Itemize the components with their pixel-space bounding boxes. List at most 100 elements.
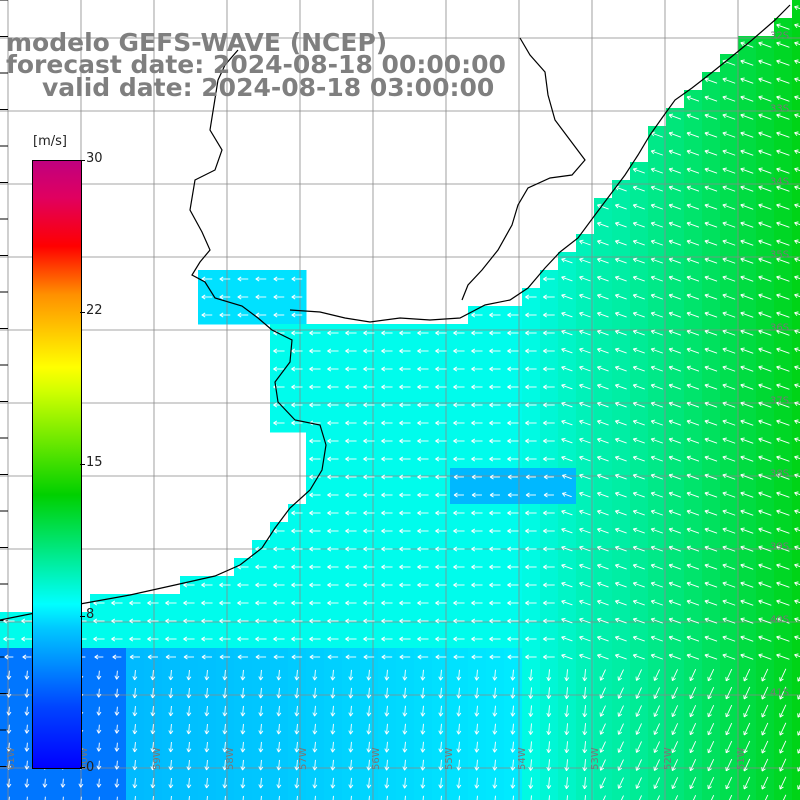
wind-arrow [794,239,800,245]
wind-arrow [345,438,357,444]
wind-arrow [758,545,772,552]
colorbar-tickmark [80,312,85,313]
wind-arrow [794,545,800,551]
wind-arrow [579,275,591,282]
wind-arrow [650,239,663,246]
wind-arrow [740,437,754,444]
wind-arrow [597,239,609,246]
wind-arrow [543,546,555,552]
wind-arrow [525,420,537,426]
wind-arrow [237,294,249,300]
wind-cell [792,450,800,469]
wind-arrow [686,563,700,570]
wind-arrow [632,203,645,210]
wind-arrow [794,41,800,47]
wind-arrow [435,348,447,354]
wind-cell [792,702,800,721]
wind-arrow [471,492,482,498]
wind-arrow [632,509,645,516]
wind-arrow [579,419,591,426]
wind-arrow [417,528,429,534]
wind-arrow [650,527,663,534]
wind-arrow [650,347,663,354]
wind-arrow [758,59,772,66]
wind-arrow [381,582,393,588]
wind-cell [792,108,800,127]
wind-cell [792,378,800,397]
longitude-label: 53W [590,747,601,770]
wind-arrow [417,618,429,624]
wind-arrow [219,618,231,624]
wind-arrow [381,492,393,498]
wind-arrow [794,23,800,29]
wind-arrow [183,600,195,606]
wind-arrow [345,348,357,354]
wind-arrow [758,473,772,480]
wind-arrow [471,366,483,372]
wind-arrow [345,582,357,588]
wind-arrow [543,564,555,570]
wind-arrow [21,618,33,624]
wind-arrow [758,383,772,390]
wind-arrow [740,401,754,408]
wind-arrow [615,383,627,390]
wind-arrow [471,348,483,354]
wind-arrow [345,456,357,462]
wind-arrow [363,474,375,480]
wind-arrow [597,203,609,210]
wind-arrow [471,528,483,534]
wind-arrow [758,275,772,282]
wind-arrow [579,563,591,570]
longitude-label: 58W [225,747,236,770]
wind-arrow [722,257,736,264]
wind-arrow [615,581,627,588]
wind-arrow [704,491,718,498]
wind-arrow [704,293,718,300]
wind-arrow [740,149,754,156]
wind-arrow [327,438,339,444]
wind-cell [612,792,631,800]
wind-arrow [704,221,718,228]
wind-arrow [435,618,447,624]
wind-arrow [632,599,645,606]
wind-arrow [273,528,285,534]
wind-arrow [525,330,537,336]
wind-arrow [597,509,609,516]
wind-arrow [561,329,573,336]
wind-arrow [650,581,663,588]
wind-arrow [579,347,591,354]
wind-arrow [668,311,682,318]
wind-cell [792,558,800,577]
wind-arrow [417,546,429,552]
wind-arrow [327,330,339,336]
longitude-label: 54W [517,747,528,770]
wind-arrow [632,311,645,318]
wind-cell [792,36,800,55]
wind-arrow [668,401,682,408]
wind-arrow [543,330,555,336]
wind-arrow [686,599,700,606]
wind-arrow [435,366,447,372]
wind-arrow [327,618,339,624]
wind-arrow [381,420,393,426]
wind-arrow [363,438,375,444]
wind-arrow [722,293,736,300]
wind-arrow [417,492,429,498]
wind-arrow [327,420,339,426]
wind-arrow [758,203,772,210]
wind-arrow [740,581,754,588]
wind-cell [792,504,800,523]
wind-arrow [291,384,303,390]
wind-arrow [758,293,772,300]
wind-arrow [219,276,231,282]
wind-arrow [435,564,447,570]
wind-arrow [417,330,429,336]
wind-arrow [758,311,772,318]
wind-arrow [363,618,375,624]
wind-arrow [686,329,700,336]
wind-arrow [453,492,464,498]
wind-arrow [704,545,718,552]
wind-arrow [740,59,754,66]
wind-arrow [704,455,718,462]
